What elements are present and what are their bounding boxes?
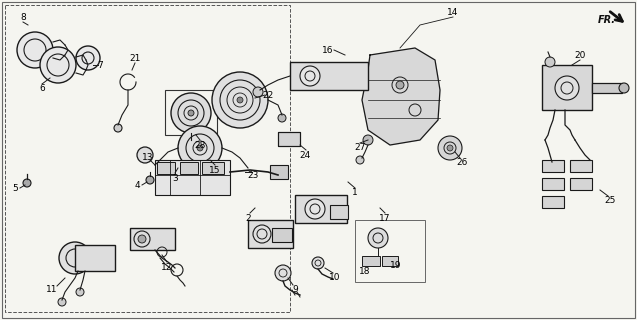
Bar bbox=[202, 162, 224, 174]
Text: 28: 28 bbox=[194, 140, 206, 149]
Circle shape bbox=[545, 57, 555, 67]
Text: 16: 16 bbox=[322, 45, 334, 54]
Text: 23: 23 bbox=[247, 171, 259, 180]
Bar bbox=[542, 65, 592, 110]
Polygon shape bbox=[362, 48, 440, 145]
Text: 9: 9 bbox=[292, 285, 298, 294]
Bar bbox=[382, 256, 398, 266]
Bar bbox=[272, 228, 292, 242]
Circle shape bbox=[312, 257, 324, 269]
Text: 19: 19 bbox=[390, 260, 402, 269]
Circle shape bbox=[138, 235, 146, 243]
Circle shape bbox=[187, 139, 195, 147]
Bar bbox=[5, 5, 290, 312]
Bar bbox=[330, 205, 348, 219]
Text: 13: 13 bbox=[142, 153, 154, 162]
Text: 20: 20 bbox=[575, 51, 585, 60]
Circle shape bbox=[137, 147, 153, 163]
Text: 4: 4 bbox=[134, 180, 140, 189]
Circle shape bbox=[305, 199, 325, 219]
Bar bbox=[130, 228, 175, 250]
Bar bbox=[165, 90, 217, 135]
Circle shape bbox=[188, 110, 194, 116]
Text: 6: 6 bbox=[39, 84, 45, 92]
Bar bbox=[278, 132, 300, 146]
Circle shape bbox=[23, 179, 31, 187]
Text: 24: 24 bbox=[299, 150, 311, 159]
Text: 26: 26 bbox=[456, 157, 468, 166]
Circle shape bbox=[114, 124, 122, 132]
Circle shape bbox=[178, 126, 222, 170]
Circle shape bbox=[237, 97, 243, 103]
Circle shape bbox=[396, 81, 404, 89]
Text: 7: 7 bbox=[97, 60, 103, 69]
Circle shape bbox=[300, 66, 320, 86]
Bar bbox=[278, 132, 300, 146]
Bar bbox=[248, 220, 293, 248]
Text: 18: 18 bbox=[359, 268, 371, 276]
Text: 15: 15 bbox=[209, 165, 221, 174]
Circle shape bbox=[40, 47, 76, 83]
Bar bbox=[75, 245, 115, 271]
Bar bbox=[157, 162, 175, 174]
Text: 14: 14 bbox=[447, 7, 459, 17]
Bar bbox=[180, 162, 198, 174]
Circle shape bbox=[171, 93, 211, 133]
Circle shape bbox=[619, 83, 629, 93]
Circle shape bbox=[76, 288, 84, 296]
Text: 12: 12 bbox=[161, 262, 173, 271]
Text: 25: 25 bbox=[605, 196, 616, 204]
Text: 8: 8 bbox=[20, 12, 26, 21]
Text: 1: 1 bbox=[352, 188, 358, 196]
Bar bbox=[290, 62, 368, 90]
Circle shape bbox=[363, 135, 373, 145]
Circle shape bbox=[555, 76, 579, 100]
Bar bbox=[295, 195, 347, 223]
Bar bbox=[542, 178, 564, 190]
Bar bbox=[570, 160, 592, 172]
Bar bbox=[155, 160, 230, 195]
Bar bbox=[362, 256, 380, 266]
Circle shape bbox=[253, 225, 271, 243]
Circle shape bbox=[58, 298, 66, 306]
Circle shape bbox=[438, 136, 462, 160]
Text: 17: 17 bbox=[379, 213, 390, 222]
Bar bbox=[570, 178, 592, 190]
Bar bbox=[355, 220, 425, 282]
Text: 2: 2 bbox=[245, 213, 251, 222]
Circle shape bbox=[253, 87, 263, 97]
Circle shape bbox=[278, 114, 286, 122]
Text: 21: 21 bbox=[129, 53, 141, 62]
Circle shape bbox=[368, 228, 388, 248]
Circle shape bbox=[59, 242, 91, 274]
Text: 3: 3 bbox=[172, 173, 178, 182]
Circle shape bbox=[447, 145, 453, 151]
Circle shape bbox=[212, 72, 268, 128]
Circle shape bbox=[356, 156, 364, 164]
Bar bbox=[270, 165, 288, 179]
Text: 27: 27 bbox=[354, 142, 366, 151]
Text: 11: 11 bbox=[47, 285, 58, 294]
Circle shape bbox=[146, 176, 154, 184]
Text: 5: 5 bbox=[12, 183, 18, 193]
Text: FR.: FR. bbox=[598, 15, 616, 25]
Circle shape bbox=[197, 145, 203, 151]
Text: 22: 22 bbox=[262, 91, 274, 100]
Circle shape bbox=[275, 265, 291, 281]
Circle shape bbox=[17, 32, 53, 68]
Bar bbox=[542, 196, 564, 208]
Circle shape bbox=[76, 46, 100, 70]
Bar bbox=[542, 160, 564, 172]
Bar bbox=[592, 83, 622, 93]
Text: 10: 10 bbox=[329, 273, 341, 282]
